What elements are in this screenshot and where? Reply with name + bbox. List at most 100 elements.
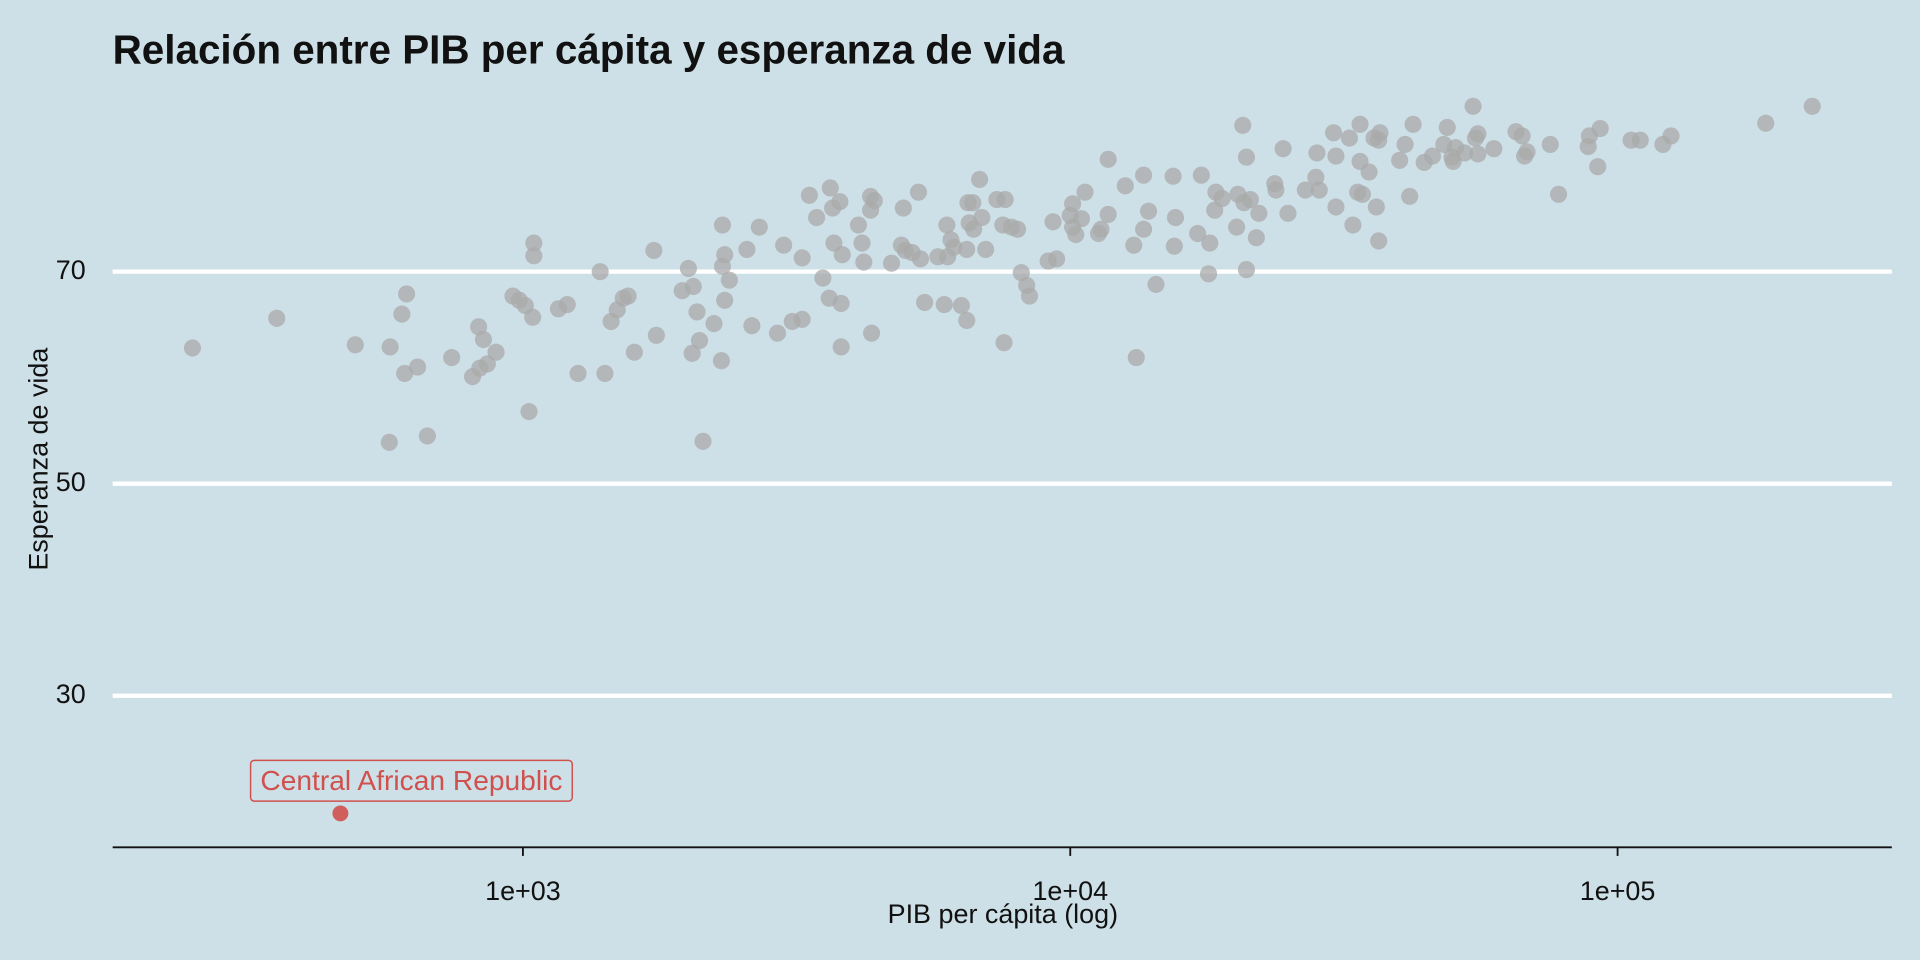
point xyxy=(720,271,738,289)
point xyxy=(1396,135,1414,154)
annotation-label: Central African Republic xyxy=(260,765,562,796)
point xyxy=(690,332,709,350)
point xyxy=(865,192,883,210)
point xyxy=(1367,198,1385,216)
point xyxy=(591,263,609,281)
point xyxy=(1166,209,1185,227)
point xyxy=(958,240,976,258)
point xyxy=(183,339,202,357)
point xyxy=(1370,232,1388,250)
point xyxy=(1250,204,1268,222)
point xyxy=(332,805,349,822)
point xyxy=(977,240,995,258)
x-tick-label: 1e+05 xyxy=(1580,876,1656,906)
point xyxy=(935,295,953,314)
point xyxy=(1237,148,1256,166)
point xyxy=(768,324,787,342)
point xyxy=(849,216,868,234)
point xyxy=(808,209,826,227)
point xyxy=(716,291,734,309)
point xyxy=(1125,236,1143,254)
point xyxy=(1591,119,1609,138)
point xyxy=(1099,150,1117,168)
point xyxy=(1044,213,1062,231)
y-tick-label: 50 xyxy=(56,467,86,497)
point xyxy=(393,305,411,323)
point xyxy=(1631,131,1649,149)
point xyxy=(1267,181,1285,199)
point xyxy=(1237,260,1256,279)
point xyxy=(716,246,734,264)
point xyxy=(1423,147,1442,165)
point xyxy=(1549,185,1568,203)
point xyxy=(800,186,818,204)
point xyxy=(1324,124,1343,142)
point xyxy=(1213,189,1231,208)
point xyxy=(712,352,730,370)
point xyxy=(1201,234,1219,252)
point xyxy=(964,194,982,212)
point xyxy=(525,234,543,252)
point xyxy=(832,338,850,356)
point xyxy=(558,295,576,314)
point xyxy=(971,170,989,189)
point xyxy=(821,179,839,197)
point xyxy=(1310,181,1328,199)
point xyxy=(1199,265,1218,283)
x-tick-label: 1e+03 xyxy=(485,876,561,906)
point xyxy=(596,364,614,383)
point xyxy=(882,254,901,272)
y-tick-label: 30 xyxy=(56,679,86,709)
point xyxy=(1518,143,1536,161)
point xyxy=(1464,97,1482,115)
point xyxy=(418,427,436,445)
point xyxy=(713,216,732,234)
point xyxy=(1541,135,1559,154)
point xyxy=(909,183,928,201)
point xyxy=(1327,198,1345,216)
point xyxy=(831,193,849,211)
point xyxy=(1072,210,1091,228)
chart-title: Relación entre PIB per cápita y esperanz… xyxy=(113,26,1065,72)
point xyxy=(855,253,873,271)
point xyxy=(1076,183,1094,201)
point xyxy=(853,234,871,252)
point xyxy=(1353,185,1371,203)
point xyxy=(1327,147,1345,165)
point xyxy=(911,250,930,268)
point xyxy=(1135,220,1153,238)
point xyxy=(916,293,934,311)
point xyxy=(1234,116,1252,134)
point xyxy=(1404,115,1422,133)
point xyxy=(398,285,416,303)
point xyxy=(1757,114,1775,132)
point xyxy=(1064,195,1082,213)
point xyxy=(1048,250,1066,268)
point xyxy=(647,326,665,344)
point xyxy=(1135,166,1153,184)
point xyxy=(833,246,851,264)
point xyxy=(688,303,706,321)
point xyxy=(1189,224,1207,243)
point xyxy=(705,315,723,333)
point xyxy=(793,249,811,267)
point xyxy=(1469,125,1487,143)
point xyxy=(520,403,538,421)
point xyxy=(380,433,398,451)
point xyxy=(1067,225,1085,244)
point xyxy=(524,308,542,326)
point xyxy=(1513,127,1531,145)
y-axis-label: Esperanza de vida xyxy=(24,348,54,571)
point xyxy=(996,191,1014,209)
point xyxy=(619,287,637,305)
point xyxy=(814,269,832,287)
point xyxy=(1274,140,1292,158)
point xyxy=(625,343,643,361)
point xyxy=(1247,229,1265,247)
point xyxy=(938,216,956,234)
y-tick-label: 70 xyxy=(56,255,86,285)
point xyxy=(1485,140,1503,158)
point xyxy=(346,336,364,354)
